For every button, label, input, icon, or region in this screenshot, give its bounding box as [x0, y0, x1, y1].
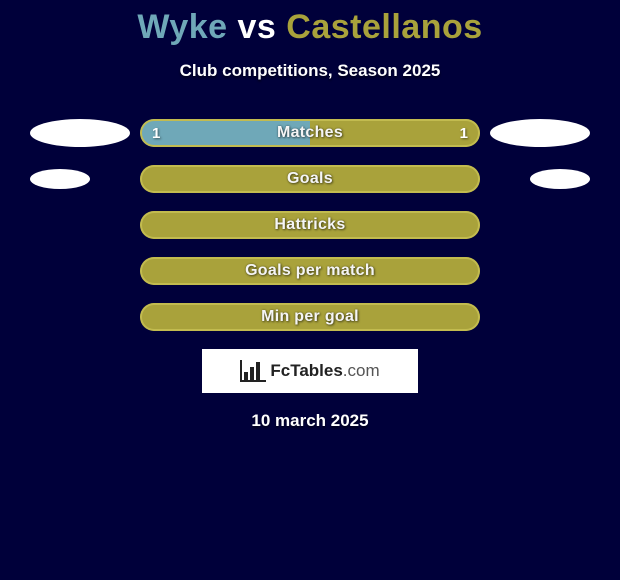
stat-bar-goals: Goals [140, 165, 480, 193]
logo-part-a: Fc [270, 361, 290, 380]
subtitle: Club competitions, Season 2025 [0, 61, 620, 81]
player-a-ellipse-icon [30, 169, 90, 189]
player-a-name: Wyke [137, 8, 227, 46]
player-a-ellipse-icon [30, 119, 130, 147]
stat-bar-gpm: Goals per match [140, 257, 480, 285]
stat-label: Hattricks [140, 211, 480, 239]
stat-row-hattricks: Hattricks [0, 211, 620, 239]
left-spacer [20, 119, 140, 147]
stat-label: Goals [140, 165, 480, 193]
stat-bar-mpg: Min per goal [140, 303, 480, 331]
player-b-ellipse-icon [530, 169, 590, 189]
logo-part-c: .com [343, 361, 380, 380]
stat-label: Min per goal [140, 303, 480, 331]
stat-rows: 11Matches Goals Hattricks Goals per match Mi… [0, 119, 620, 331]
left-spacer [20, 169, 140, 189]
vs-text: vs [238, 8, 277, 46]
fctables-logo[interactable]: FcTables.com [202, 349, 418, 393]
stat-row-goals: Goals [0, 165, 620, 193]
date-label: 10 march 2025 [0, 411, 620, 431]
stat-bar-hattricks: Hattricks [140, 211, 480, 239]
stat-row-mpg: Min per goal [0, 303, 620, 331]
stat-row-matches: 11Matches [0, 119, 620, 147]
player-b-name: Castellanos [286, 8, 482, 46]
logo-text: FcTables.com [270, 361, 379, 381]
logo-inner: FcTables.com [240, 360, 379, 382]
comparison-title: Wyke vs Castellanos [0, 0, 620, 47]
right-spacer [480, 119, 600, 147]
stat-bar-matches: 11Matches [140, 119, 480, 147]
logo-part-b: Tables [290, 361, 343, 380]
right-spacer [480, 169, 600, 189]
stat-label: Matches [140, 119, 480, 147]
player-b-ellipse-icon [490, 119, 590, 147]
stat-label: Goals per match [140, 257, 480, 285]
stat-row-gpm: Goals per match [0, 257, 620, 285]
bars-icon [240, 360, 266, 382]
